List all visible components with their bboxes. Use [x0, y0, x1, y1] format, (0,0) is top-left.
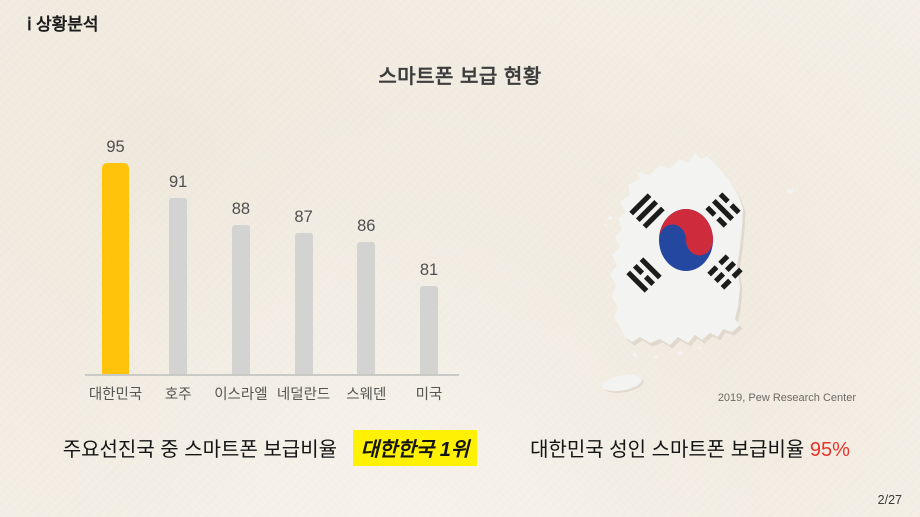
right-takeaway-text: 대한민국 성인 스마트폰 보급비율: [530, 439, 805, 461]
right-takeaway: 대한민국 성인 스마트폰 보급비율 95%: [530, 433, 850, 462]
bar-category-label: 이스라엘: [214, 387, 268, 403]
trigram-ri-icon: [626, 257, 662, 293]
bar: [357, 242, 376, 374]
bar-category-label: 대한민국: [88, 387, 143, 403]
percent-value: 95%: [809, 439, 850, 461]
left-takeaway: 주요선진국 중 스마트폰 보급비율 대한한국 1위: [60, 430, 480, 466]
bar-value-label: 87: [294, 208, 313, 226]
left-takeaway-text: 주요선진국 중 스마트폰 보급비율: [62, 439, 338, 461]
bar: [102, 163, 129, 374]
south-islet: [698, 346, 702, 350]
x-axis-line: [85, 374, 459, 376]
taegeuk-circle: [659, 209, 713, 271]
slide-title: 스마트폰 보급 현황: [378, 66, 542, 88]
south-islet: [632, 353, 638, 357]
page-number: 2/27: [877, 493, 902, 507]
bar-category-label: 미국: [415, 387, 443, 403]
section-label: ⅰ 상황분석: [27, 15, 99, 34]
bar: [294, 233, 313, 374]
bar-value-label: 95: [106, 138, 125, 156]
west-islet: [604, 223, 608, 227]
trigram-gon-icon: [707, 254, 743, 290]
bar-value-label: 88: [231, 200, 251, 218]
bar-category-label: 네덜란드: [276, 387, 331, 403]
bar-category-label: 스웨덴: [346, 387, 387, 403]
bar: [231, 225, 250, 374]
bar-category-label: 호주: [164, 387, 192, 403]
west-islet: [607, 216, 613, 220]
trigram-gam-icon: [705, 192, 741, 228]
smartphone-penetration-bar-chart: 95 대한민국 91 호주 88 이스라엘 87 네덜란드 86 스웨덴 81 미국: [85, 135, 460, 403]
source-caption: 2019, Pew Research Center: [717, 392, 856, 404]
bar-value-label: 81: [419, 261, 439, 279]
trigram-geon-icon: [629, 193, 665, 229]
bar: [169, 198, 188, 374]
south-islet: [677, 351, 683, 355]
south-islet: [653, 355, 659, 359]
bar-value-label: 91: [169, 173, 188, 191]
bar-value-label: 86: [357, 217, 376, 235]
korea-flag-map: [602, 153, 794, 393]
bar: [420, 286, 438, 374]
ulleungdo-island: [786, 188, 794, 194]
highlighted-rank-text: 대한한국 1위: [352, 430, 478, 466]
jeju-island: [602, 374, 644, 393]
